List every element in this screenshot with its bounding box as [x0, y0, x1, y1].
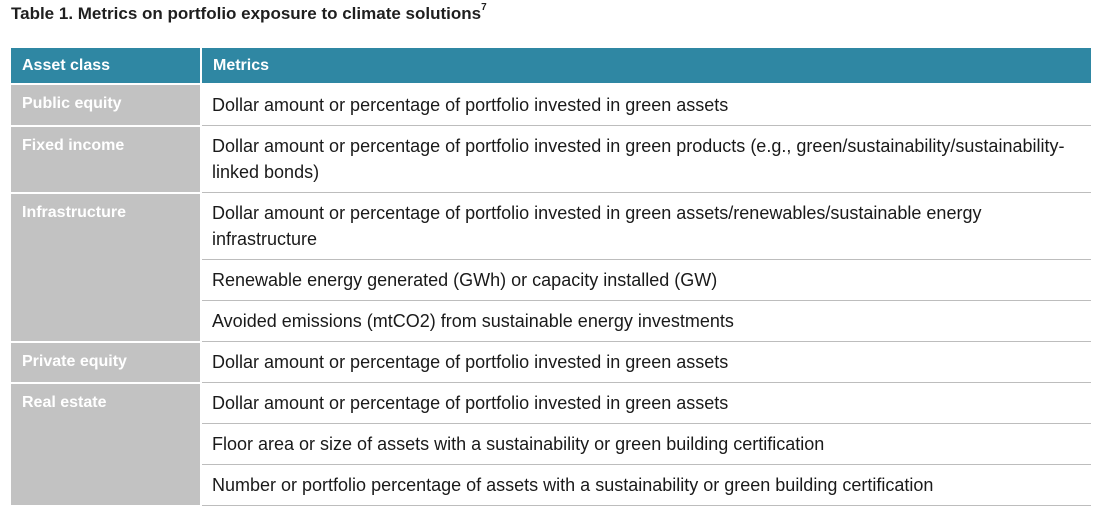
table-row: Public equity Dollar amount or percentag…	[11, 84, 1091, 127]
footnote-marker: 7	[481, 2, 487, 13]
header-asset-class: Asset class	[11, 48, 202, 85]
asset-class-cell: Public equity	[11, 84, 202, 127]
table-row: Floor area or size of assets with a sust…	[11, 423, 1091, 465]
metric-cell: Number or portfolio percentage of assets…	[201, 464, 1091, 506]
asset-class-cell: Real estate	[11, 382, 202, 507]
asset-class-cell: Infrastructure	[11, 192, 202, 343]
table-caption: Table 1. Metrics on portfolio exposure t…	[11, 2, 487, 24]
table-header-row: Asset class Metrics	[11, 48, 1091, 85]
metric-cell: Dollar amount or percentage of portfolio…	[201, 125, 1091, 193]
table-row: Avoided emissions (mtCO2) from sustainab…	[11, 300, 1091, 342]
table-row: Real estate Dollar amount or percentage …	[11, 382, 1091, 507]
table-row: Number or portfolio percentage of assets…	[11, 464, 1091, 506]
header-metrics: Metrics	[201, 48, 1091, 85]
metric-cell: Dollar amount or percentage of portfolio…	[201, 341, 1091, 383]
asset-class-cell: Fixed income	[11, 125, 202, 194]
metric-cell: Dollar amount or percentage of portfolio…	[201, 84, 1091, 126]
metric-cell: Avoided emissions (mtCO2) from sustainab…	[201, 300, 1091, 342]
table-row: Renewable energy generated (GWh) or capa…	[11, 259, 1091, 301]
caption-title: Table 1. Metrics on portfolio exposure t…	[11, 4, 482, 23]
metric-cell: Renewable energy generated (GWh) or capa…	[201, 259, 1091, 301]
metric-cell: Floor area or size of assets with a sust…	[201, 423, 1091, 465]
metric-cell: Dollar amount or percentage of portfolio…	[201, 382, 1091, 424]
table-row: Private equity Dollar amount or percenta…	[11, 341, 1091, 384]
table-row: Fixed income Dollar amount or percentage…	[11, 125, 1091, 194]
asset-class-cell: Private equity	[11, 341, 202, 384]
metrics-table: Asset class Metrics Public equity Dollar…	[11, 48, 1091, 507]
metric-cell: Dollar amount or percentage of portfolio…	[201, 192, 1091, 260]
table-row: Infrastructure Dollar amount or percenta…	[11, 192, 1091, 343]
